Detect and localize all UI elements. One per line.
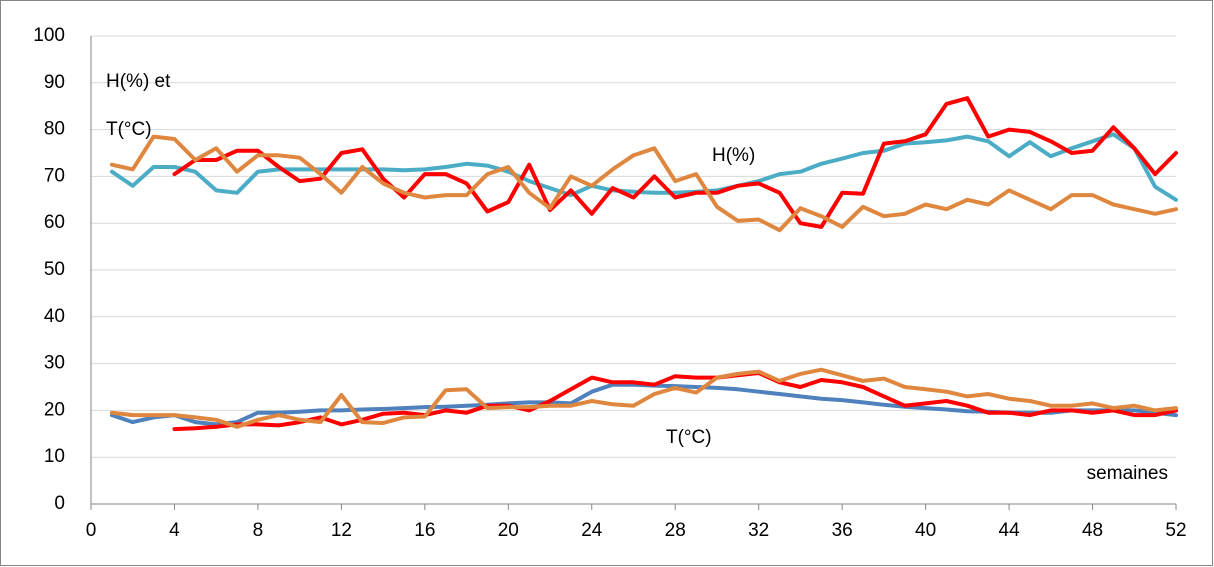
x-tick-label: 8 — [253, 520, 264, 541]
annotation: T(°C) — [106, 119, 152, 140]
x-tick-label: 44 — [999, 520, 1021, 541]
annotation: T(°C) — [666, 427, 712, 448]
y-tick-label: 70 — [44, 165, 65, 186]
x-tick-label: 16 — [414, 520, 435, 541]
x-tick-label: 48 — [1082, 520, 1103, 541]
y-tick-label: 60 — [44, 212, 65, 233]
y-tick-label: 50 — [44, 259, 65, 280]
y-tick-label: 100 — [33, 25, 65, 46]
x-tick-label: 4 — [169, 520, 180, 541]
x-tick-label: 36 — [832, 520, 853, 541]
x-tick-label: 52 — [1165, 520, 1186, 541]
annotation: H(%) et — [106, 71, 171, 92]
x-tick-label: 24 — [581, 520, 603, 541]
y-tick-label: 10 — [44, 446, 65, 467]
y-tick-label: 0 — [54, 493, 65, 514]
data-line — [109, 132, 1178, 202]
y-tick-label: 90 — [44, 72, 65, 93]
data-line — [109, 367, 1178, 429]
annotation: semaines — [1087, 463, 1168, 484]
data-line — [172, 96, 1178, 229]
annotation: H(%) — [712, 145, 755, 166]
data-line — [109, 134, 1178, 233]
y-tick-label: 30 — [44, 353, 65, 374]
x-tick-label: 32 — [748, 520, 769, 541]
x-tick-label: 12 — [331, 520, 352, 541]
y-tick-label: 20 — [44, 399, 65, 420]
x-tick-label: 0 — [86, 520, 97, 541]
x-tick-label: 28 — [665, 520, 686, 541]
data-line — [172, 371, 1178, 432]
y-tick-label: 40 — [44, 306, 65, 327]
x-tick-label: 40 — [915, 520, 936, 541]
y-tick-label: 80 — [44, 119, 65, 140]
x-tick-label: 20 — [498, 520, 519, 541]
